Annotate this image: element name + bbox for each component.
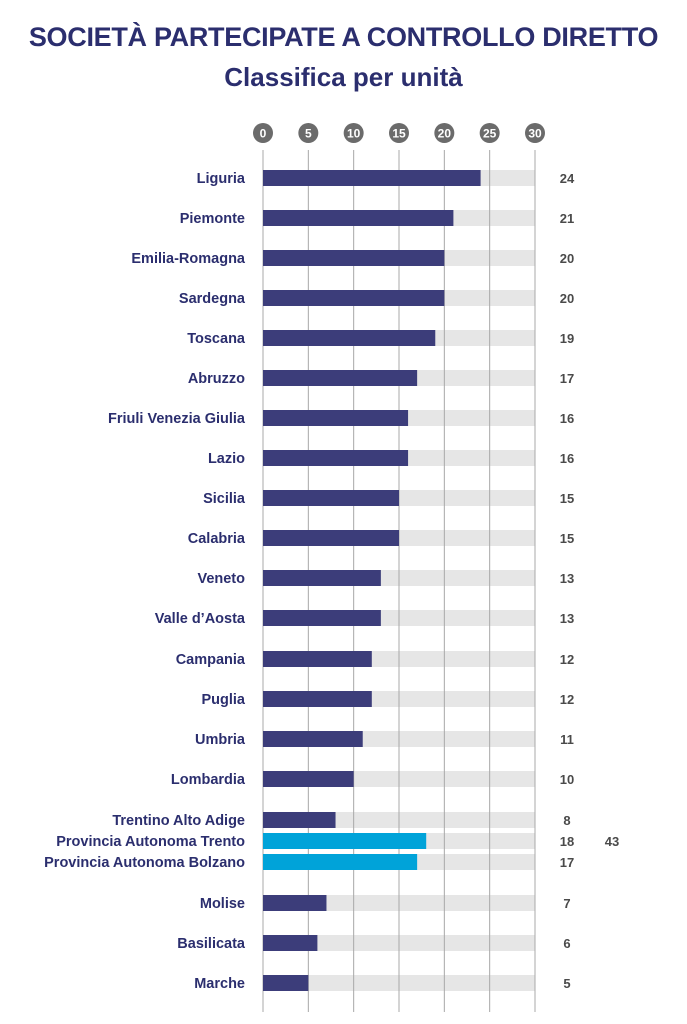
- tick-badge: [389, 123, 409, 143]
- tick-label: 15: [392, 127, 406, 141]
- category-label: Provincia Autonoma Trento: [56, 834, 245, 850]
- data-label: 5: [563, 976, 570, 991]
- bar: [263, 975, 309, 991]
- data-label: 13: [560, 571, 574, 586]
- tick-label: 20: [438, 127, 452, 141]
- bar: [263, 250, 445, 266]
- data-label: 16: [560, 451, 574, 466]
- tick-label: 10: [347, 127, 361, 141]
- bar: [263, 833, 427, 849]
- category-label: Liguria: [197, 171, 246, 187]
- bar: [263, 812, 336, 828]
- bar: [263, 935, 318, 951]
- tick-label: 25: [483, 127, 497, 141]
- bar: [263, 530, 399, 546]
- category-label: Umbria: [195, 732, 246, 748]
- bar: [263, 731, 363, 747]
- tick-badge: [434, 123, 455, 143]
- category-label: Sicilia: [203, 491, 246, 507]
- bar: [263, 854, 418, 870]
- tick-label: 30: [528, 127, 542, 141]
- category-label: Emilia-Romagna: [131, 251, 246, 267]
- bar: [263, 210, 454, 226]
- tick-badge: [525, 123, 545, 143]
- bar: [263, 691, 372, 707]
- data-label: 15: [560, 531, 574, 546]
- bar: [263, 771, 354, 787]
- category-label: Marche: [194, 976, 245, 992]
- data-label: 7: [563, 896, 570, 911]
- data-label: 21: [560, 211, 574, 226]
- bar: [263, 290, 445, 306]
- category-label: Calabria: [188, 531, 246, 547]
- bar: [263, 610, 381, 626]
- data-label: 10: [560, 772, 574, 787]
- data-label: 15: [560, 491, 574, 506]
- bar: [263, 570, 381, 586]
- bar: [263, 651, 372, 667]
- category-label: Lombardia: [171, 772, 246, 788]
- data-label: 12: [560, 692, 574, 707]
- category-label: Veneto: [197, 571, 245, 587]
- bar: [263, 170, 481, 186]
- category-label: Trentino Alto Adige: [112, 813, 245, 829]
- data-label: 13: [560, 611, 574, 626]
- category-label: Sardegna: [179, 291, 246, 307]
- chart-subtitle: Classifica per unità: [224, 62, 463, 92]
- category-label: Basilicata: [177, 936, 246, 952]
- data-label: 12: [560, 652, 574, 667]
- category-label: Friuli Venezia Giulia: [108, 411, 246, 427]
- category-label: Molise: [200, 896, 245, 912]
- bar: [263, 330, 436, 346]
- data-label: 20: [560, 251, 574, 266]
- data-label: 19: [560, 331, 574, 346]
- bar: [263, 450, 409, 466]
- group-total-label: 43: [605, 834, 619, 849]
- data-label: 11: [560, 732, 574, 747]
- tick-badge: [253, 123, 273, 143]
- tick-badge: [479, 123, 500, 143]
- bar: [263, 410, 409, 426]
- category-label: Puglia: [201, 692, 245, 708]
- category-label: Toscana: [187, 331, 246, 347]
- data-label: 20: [560, 291, 574, 306]
- category-label: Lazio: [208, 451, 245, 467]
- category-label: Abruzzo: [188, 371, 245, 387]
- chart-title: SOCIETÀ PARTECIPATE A CONTROLLO DIRETTO: [28, 22, 659, 52]
- data-label: 6: [563, 936, 570, 951]
- bar: [263, 490, 399, 506]
- tick-badge: [298, 123, 319, 143]
- data-label: 16: [560, 411, 574, 426]
- bar: [263, 370, 418, 386]
- data-label: 18: [560, 834, 574, 849]
- category-label: Piemonte: [180, 211, 245, 227]
- tick-label: 5: [305, 127, 312, 141]
- category-label: Campania: [176, 652, 246, 668]
- data-label: 24: [560, 171, 575, 186]
- category-label: Provincia Autonoma Bolzano: [44, 855, 245, 871]
- bar: [263, 895, 327, 911]
- tick-badge: [343, 123, 364, 143]
- data-label: 17: [560, 855, 574, 870]
- data-label: 8: [563, 813, 570, 828]
- tick-label: 0: [260, 127, 267, 141]
- category-label: Valle d’Aosta: [155, 611, 246, 627]
- data-label: 17: [560, 371, 574, 386]
